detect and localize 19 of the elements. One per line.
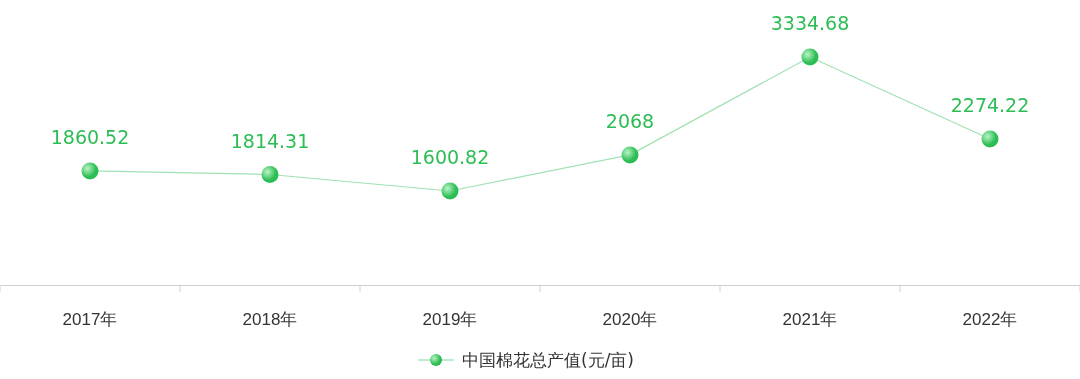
data-label: 2068 (605, 109, 655, 132)
x-tick-label: 2022年 (962, 310, 1018, 330)
data-label: 2274.22 (950, 93, 1030, 116)
point (981, 130, 999, 148)
point (621, 146, 639, 164)
data-label: 1814.31 (230, 129, 310, 152)
x-tick-label: 2019年 (422, 310, 478, 330)
data-label: 1600.82 (410, 146, 490, 168)
point (261, 166, 279, 183)
point (801, 48, 819, 66)
data-label: 3334.68 (770, 12, 850, 34)
legend-label: 中国棉花总产值(元/亩) (462, 350, 634, 370)
x-tick-label: 2021年 (782, 310, 838, 330)
x-tick-label: 2017年 (62, 310, 118, 330)
data-label: 1860.52 (50, 125, 130, 148)
x-tick-label: 2020年 (602, 310, 658, 330)
x-tick-label: 2018年 (242, 310, 298, 330)
point (441, 182, 459, 200)
point (81, 162, 99, 180)
